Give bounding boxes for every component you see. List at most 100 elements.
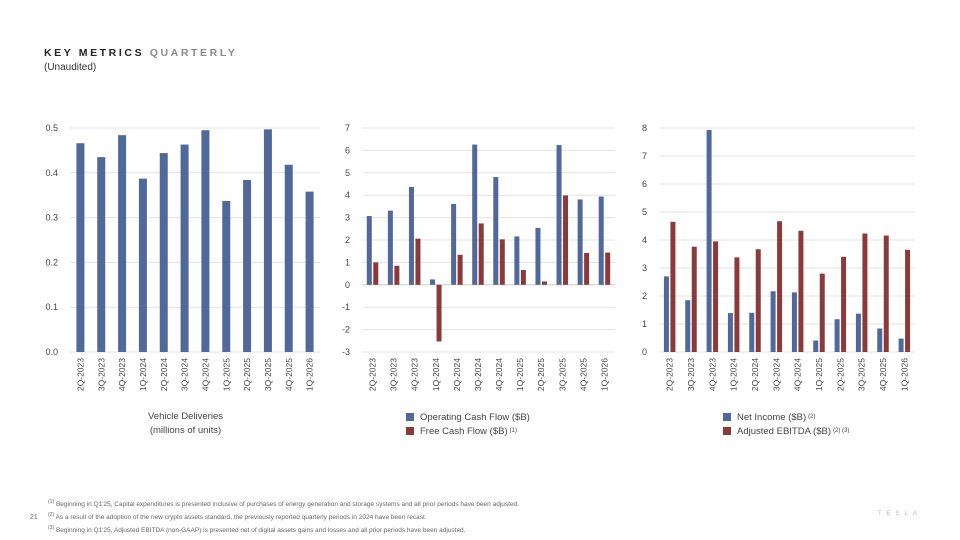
y-tick-label: 3 xyxy=(345,213,350,223)
x-tick-label: 2Q-2023 xyxy=(368,358,378,391)
bar xyxy=(755,249,761,352)
bar xyxy=(451,203,457,285)
bar xyxy=(415,238,421,285)
x-tick-label: 4Q-2025 xyxy=(878,358,888,391)
x-tick-label: 3Q-2023 xyxy=(389,358,399,391)
bar xyxy=(284,164,293,352)
x-tick-label: 2Q-2025 xyxy=(536,358,546,391)
y-tick-label: 0.4 xyxy=(45,168,58,178)
x-tick-label: 2Q-2024 xyxy=(452,358,462,391)
bar xyxy=(605,252,611,285)
brand-wordmark: TESLA xyxy=(878,511,923,517)
x-tick-label: 4Q-2025 xyxy=(284,358,294,391)
bar xyxy=(520,270,526,285)
legend-label: Free Cash Flow ($B) xyxy=(420,425,508,437)
y-tick-label: -2 xyxy=(342,325,350,335)
x-tick-label: 2Q-2023 xyxy=(665,358,675,391)
x-tick-label: 4Q-2024 xyxy=(494,358,504,391)
bar xyxy=(394,265,400,285)
bar xyxy=(841,256,847,352)
bar xyxy=(813,340,819,352)
cashflow-legend: Operating Cash Flow ($B) Free Cash Flow … xyxy=(406,410,530,438)
x-tick-label: 3Q-2023 xyxy=(686,358,696,391)
y-tick-label: 0.0 xyxy=(45,347,58,357)
x-tick-label: 3Q-2024 xyxy=(473,358,483,391)
bar xyxy=(670,221,676,352)
legend-item-adjusted-ebitda: Adjusted EBITDA ($B) (2) (3) xyxy=(723,424,849,438)
bar xyxy=(713,241,719,352)
bar xyxy=(387,210,393,285)
bar xyxy=(263,129,272,352)
x-tick-label: 4Q-2024 xyxy=(200,358,210,391)
bar xyxy=(436,284,442,342)
bar xyxy=(180,144,189,352)
legend-item-net-income: Net Income ($B) (2) xyxy=(723,410,849,424)
y-tick-label: 0.2 xyxy=(45,257,58,267)
bar xyxy=(663,276,669,352)
bar xyxy=(243,179,252,352)
title-part1: KEY METRICS xyxy=(44,47,145,59)
x-tick-label: 1Q-2025 xyxy=(221,358,231,391)
footnote: (1) Beginning in Q1'25, Capital expendit… xyxy=(48,499,519,509)
page-number: 21 xyxy=(30,514,38,521)
legend-swatch-blue xyxy=(723,413,731,421)
y-tick-label: 4 xyxy=(642,235,647,245)
bar xyxy=(556,145,562,285)
bar xyxy=(499,239,505,285)
legend-label: Adjusted EBITDA ($B) xyxy=(737,425,831,437)
y-tick-label: 4 xyxy=(345,190,350,200)
x-tick-label: 2Q-2025 xyxy=(835,358,845,391)
legend-note: (2) (3) xyxy=(832,428,850,434)
bar xyxy=(883,235,889,352)
legend-swatch-red xyxy=(723,427,731,435)
bar xyxy=(222,201,231,352)
bar xyxy=(727,313,733,352)
x-tick-label: 1Q-2026 xyxy=(599,358,609,391)
legend-swatch-blue xyxy=(406,413,414,421)
bar xyxy=(493,177,499,285)
y-tick-label: 2 xyxy=(345,235,350,245)
footnote: (3) Beginning in Q1'25, Adjusted EBITDA … xyxy=(48,525,466,535)
bar xyxy=(905,249,911,352)
deliveries-caption-line1: Vehicle Deliveries xyxy=(148,411,223,422)
x-tick-label: 1Q-2024 xyxy=(729,358,739,391)
deliveries-caption: Vehicle Deliveries (millions of units) xyxy=(123,410,248,438)
bar xyxy=(118,135,127,352)
bar xyxy=(749,312,755,352)
y-tick-label: 0 xyxy=(345,280,350,290)
x-tick-label: 4Q-2023 xyxy=(410,358,420,391)
x-tick-label: 2Q-2024 xyxy=(750,358,760,391)
bar xyxy=(563,195,569,285)
bar xyxy=(138,178,147,352)
y-tick-label: 7 xyxy=(345,123,350,133)
y-tick-label: 1 xyxy=(345,257,350,267)
bar xyxy=(577,199,583,285)
x-tick-label: 4Q-2023 xyxy=(707,358,717,391)
x-tick-label: 2Q-2023 xyxy=(75,358,85,391)
bar xyxy=(798,230,804,352)
x-tick-label: 1Q-2025 xyxy=(515,358,525,391)
x-tick-label: 4Q-2025 xyxy=(578,358,588,391)
x-tick-label: 3Q-2023 xyxy=(96,358,106,391)
y-tick-label: 0 xyxy=(642,347,647,357)
bar xyxy=(791,292,797,352)
bar xyxy=(76,143,85,352)
bar xyxy=(691,246,697,352)
legend-item-free-cash-flow: Free Cash Flow ($B) (1) xyxy=(406,424,530,438)
title-part2: QUARTERLY xyxy=(149,47,238,59)
bar xyxy=(373,262,379,285)
bar xyxy=(159,153,168,352)
legend-swatch-red xyxy=(406,427,414,435)
bar xyxy=(819,273,825,352)
bar xyxy=(877,328,883,352)
legend-item-operating-cash-flow: Operating Cash Flow ($B) xyxy=(406,410,530,424)
y-tick-label: 0.1 xyxy=(45,302,58,312)
x-tick-label: 3Q-2025 xyxy=(857,358,867,391)
bar xyxy=(430,279,436,285)
legend-note: (1) xyxy=(509,428,517,434)
x-tick-label: 3Q-2025 xyxy=(557,358,567,391)
legend-note: (2) xyxy=(808,414,816,420)
deliveries-caption-line2: (millions of units) xyxy=(149,425,222,436)
legend-label: Net Income ($B) xyxy=(737,411,807,423)
